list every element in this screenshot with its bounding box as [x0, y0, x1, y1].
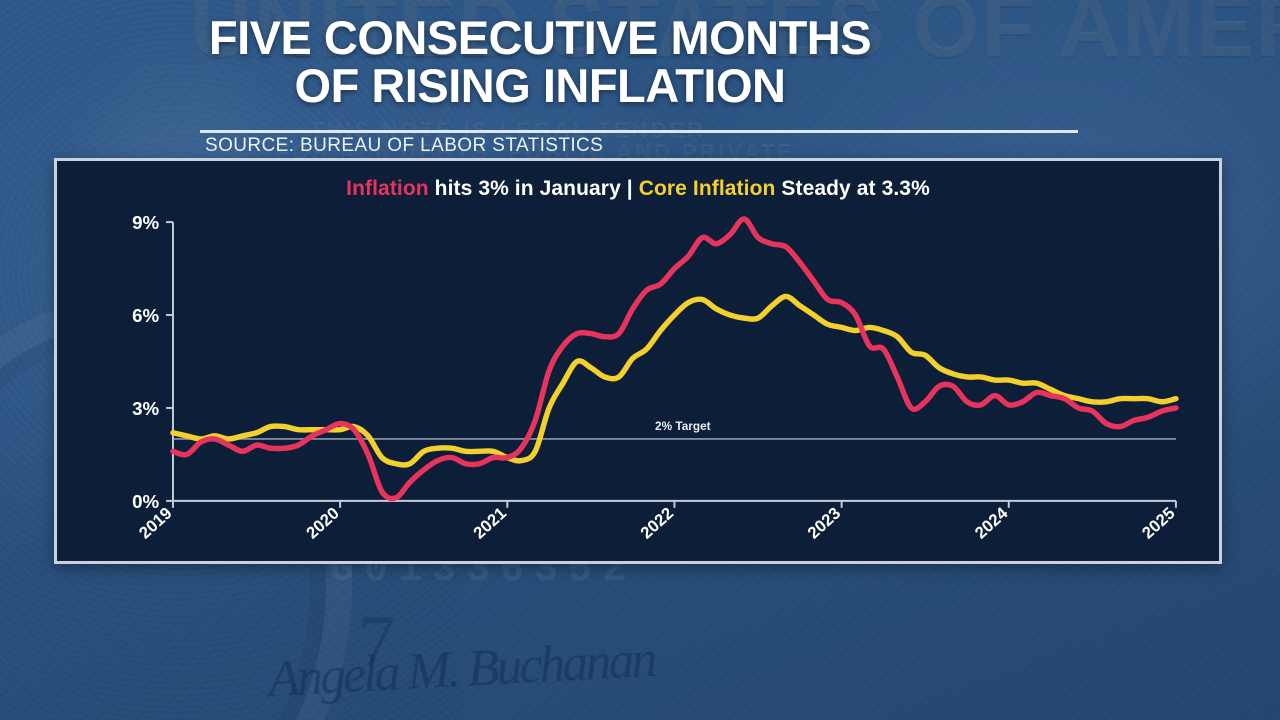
series-line-core-inflation — [170, 293, 1179, 468]
page-title-line-2: OF RISING INFLATION — [294, 58, 786, 112]
y-axis-tick-label: 6% — [132, 305, 159, 326]
chart-subtitle: Inflation hits 3% in January | Core Infl… — [57, 177, 1219, 201]
y-axis-tick-label: 0% — [132, 491, 159, 512]
legend-core-inflation-label: Core Inflation — [638, 177, 776, 200]
chart-tick-labels: 0%3%6%9%2019 2020 2021 2022 2023 2024 2025 — [132, 212, 1178, 543]
y-axis-tick-label: 3% — [132, 398, 159, 419]
x-axis-tick-label: 2024 — [971, 503, 1012, 542]
x-axis-tick-label: 2023 — [804, 504, 844, 543]
x-axis-tick-label: 2022 — [637, 504, 677, 543]
subtitle-text-2: Steady at 3.3% — [775, 177, 930, 200]
target-reference-line: 2% Target — [172, 419, 1176, 440]
background-seven-glyph: 7 — [358, 601, 395, 683]
y-axis-tick-label: 9% — [132, 212, 159, 233]
source-label: SOURCE: BUREAU OF LABOR STATISTICS — [205, 135, 604, 156]
x-axis-tick-label: 2020 — [302, 504, 342, 543]
x-axis-tick-label: 2021 — [470, 504, 510, 543]
page-title-line-1: FIVE CONSECUTIVE MONTHS — [208, 11, 872, 64]
source-divider — [200, 130, 1078, 133]
chart-panel: Inflation hits 3% in January | Core Infl… — [54, 158, 1222, 564]
x-axis-tick-label: 2025 — [1138, 504, 1178, 543]
series-line-inflation — [170, 216, 1179, 502]
chart-series-layer — [170, 216, 1179, 502]
background-country-text: UNITED STATES OF AMERICA — [190, 0, 1280, 75]
line-chart: 2% Target 0%3%6%9%2019 2020 2021 2022 2023 20… — [132, 212, 1179, 543]
chart-axes — [166, 221, 1177, 508]
page-title: FIVE CONSECUTIVE MONTHS OF RISING INFLAT… — [0, 14, 1080, 110]
subtitle-text-1: hits 3% in January | — [428, 177, 639, 200]
legend-inflation-label: Inflation — [346, 177, 429, 200]
target-annotation-label: 2% Target — [655, 419, 711, 433]
